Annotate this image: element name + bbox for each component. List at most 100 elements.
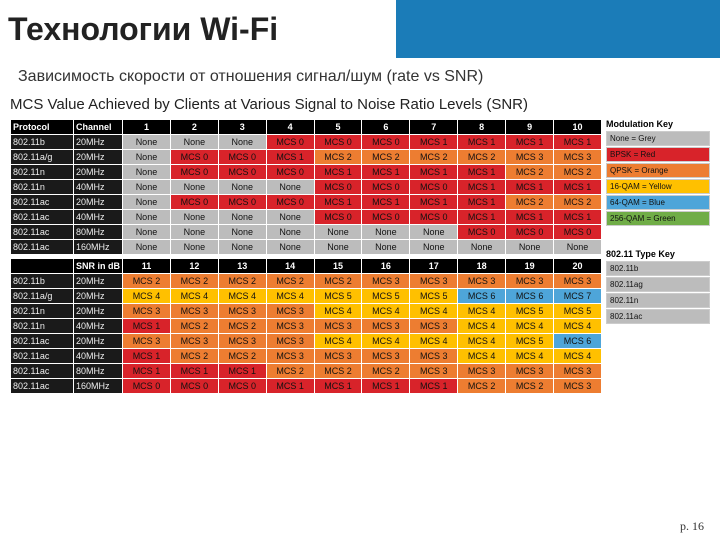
channel-cell: 20MHz <box>74 289 122 303</box>
mcs-cell: MCS 3 <box>123 304 170 318</box>
mcs-cell: MCS 1 <box>410 135 457 149</box>
protocol-cell: 802.11n <box>11 304 73 318</box>
mcs-cell: MCS 3 <box>171 304 218 318</box>
mcs-cell: MCS 0 <box>410 210 457 224</box>
mcs-cell: None <box>171 180 218 194</box>
mcs-cell: None <box>219 240 266 254</box>
mcs-cell: MCS 1 <box>554 210 601 224</box>
chart-body: ProtocolChannel12345678910 802.11b20MHzN… <box>0 119 720 394</box>
mcs-cell: MCS 3 <box>554 150 601 164</box>
mcs-cell: MCS 2 <box>315 274 362 288</box>
mcs-cell: MCS 3 <box>506 274 553 288</box>
mcs-cell: MCS 2 <box>506 195 553 209</box>
col-header: 19 <box>506 259 553 273</box>
mcs-cell: None <box>362 240 409 254</box>
mcs-cell: MCS 2 <box>219 274 266 288</box>
mcs-cell: MCS 0 <box>506 225 553 239</box>
mcs-cell: MCS 0 <box>267 135 314 149</box>
mcs-cell: MCS 0 <box>315 135 362 149</box>
col-header: 4 <box>267 120 314 134</box>
mcs-cell: None <box>506 240 553 254</box>
channel-cell: 20MHz <box>74 135 122 149</box>
mcs-cell: MCS 3 <box>219 304 266 318</box>
mcs-cell: MCS 1 <box>267 150 314 164</box>
mcs-cell: MCS 3 <box>219 334 266 348</box>
mcs-cell: MCS 2 <box>171 349 218 363</box>
legend-swatch: 802.11n <box>606 293 710 308</box>
legend-swatch: 64-QAM = Blue <box>606 195 710 210</box>
slide-header: Технологии Wi-Fi <box>0 0 720 58</box>
protocol-cell: 802.11b <box>11 135 73 149</box>
legend: Modulation Key None = GreyBPSK = RedQPSK… <box>606 119 710 394</box>
mcs-cell: None <box>123 150 170 164</box>
col-header: 15 <box>315 259 362 273</box>
mcs-cell: MCS 1 <box>315 165 362 179</box>
mcs-cell: MCS 4 <box>123 289 170 303</box>
mcs-cell: MCS 2 <box>458 150 505 164</box>
mcs-cell: MCS 0 <box>123 379 170 393</box>
mcs-cell: MCS 4 <box>410 304 457 318</box>
mcs-cell: MCS 3 <box>554 364 601 378</box>
channel-cell: 40MHz <box>74 210 122 224</box>
slide-title: Технологии Wi-Fi <box>8 0 720 58</box>
mcs-cell: MCS 5 <box>554 304 601 318</box>
mcs-table-bottom: SNR in dB11121314151617181920 802.11b20M… <box>10 258 602 394</box>
mcs-cell: MCS 0 <box>315 180 362 194</box>
mcs-cell: MCS 4 <box>410 334 457 348</box>
mcs-cell: MCS 4 <box>506 319 553 333</box>
mcs-cell: MCS 1 <box>123 364 170 378</box>
mcs-cell: MCS 7 <box>554 289 601 303</box>
col-header: Protocol <box>11 120 73 134</box>
mcs-cell: MCS 3 <box>267 349 314 363</box>
mcs-cell: MCS 0 <box>410 180 457 194</box>
mcs-cell: MCS 2 <box>267 364 314 378</box>
col-header: 6 <box>362 120 409 134</box>
mcs-cell: MCS 1 <box>506 210 553 224</box>
mcs-cell: MCS 1 <box>123 319 170 333</box>
mcs-cell: MCS 0 <box>267 195 314 209</box>
mcs-cell: MCS 3 <box>123 334 170 348</box>
mcs-cell: MCS 2 <box>554 165 601 179</box>
mcs-cell: MCS 3 <box>458 274 505 288</box>
mcs-cell: MCS 2 <box>554 195 601 209</box>
mcs-cell: MCS 1 <box>219 364 266 378</box>
mcs-cell: None <box>171 240 218 254</box>
col-header: 13 <box>219 259 266 273</box>
mcs-cell: None <box>123 180 170 194</box>
legend-swatch: 802.11b <box>606 261 710 276</box>
mcs-cell: MCS 4 <box>219 289 266 303</box>
col-header <box>11 259 73 273</box>
channel-cell: 80MHz <box>74 364 122 378</box>
mcs-cell: MCS 1 <box>410 379 457 393</box>
mcs-cell: MCS 3 <box>554 274 601 288</box>
protocol-cell: 802.11ac <box>11 240 73 254</box>
protocol-cell: 802.11ac <box>11 195 73 209</box>
mcs-cell: MCS 1 <box>458 195 505 209</box>
protocol-cell: 802.11ac <box>11 349 73 363</box>
mcs-cell: MCS 0 <box>458 225 505 239</box>
protocol-cell: 802.11n <box>11 180 73 194</box>
legend-swatch: 256-QAM = Green <box>606 211 710 226</box>
col-header: 16 <box>362 259 409 273</box>
mcs-cell: MCS 1 <box>267 379 314 393</box>
legend-swatch: None = Grey <box>606 131 710 146</box>
mcs-cell: None <box>171 225 218 239</box>
mcs-cell: None <box>219 210 266 224</box>
legend-swatch: 16-QAM = Yellow <box>606 179 710 194</box>
protocol-cell: 802.11n <box>11 319 73 333</box>
mcs-cell: MCS 0 <box>171 379 218 393</box>
mcs-cell: MCS 1 <box>458 210 505 224</box>
mcs-cell: MCS 4 <box>506 349 553 363</box>
channel-cell: 160MHz <box>74 240 122 254</box>
protocol-cell: 802.11a/g <box>11 150 73 164</box>
mcs-cell: MCS 5 <box>506 304 553 318</box>
mcs-cell: MCS 3 <box>410 349 457 363</box>
mcs-cell: MCS 6 <box>506 289 553 303</box>
mcs-cell: MCS 2 <box>458 379 505 393</box>
mcs-cell: MCS 6 <box>458 289 505 303</box>
mcs-cell: MCS 4 <box>315 304 362 318</box>
protocol-cell: 802.11ac <box>11 225 73 239</box>
mcs-cell: MCS 4 <box>458 319 505 333</box>
channel-cell: 160MHz <box>74 379 122 393</box>
mcs-cell: MCS 1 <box>315 379 362 393</box>
